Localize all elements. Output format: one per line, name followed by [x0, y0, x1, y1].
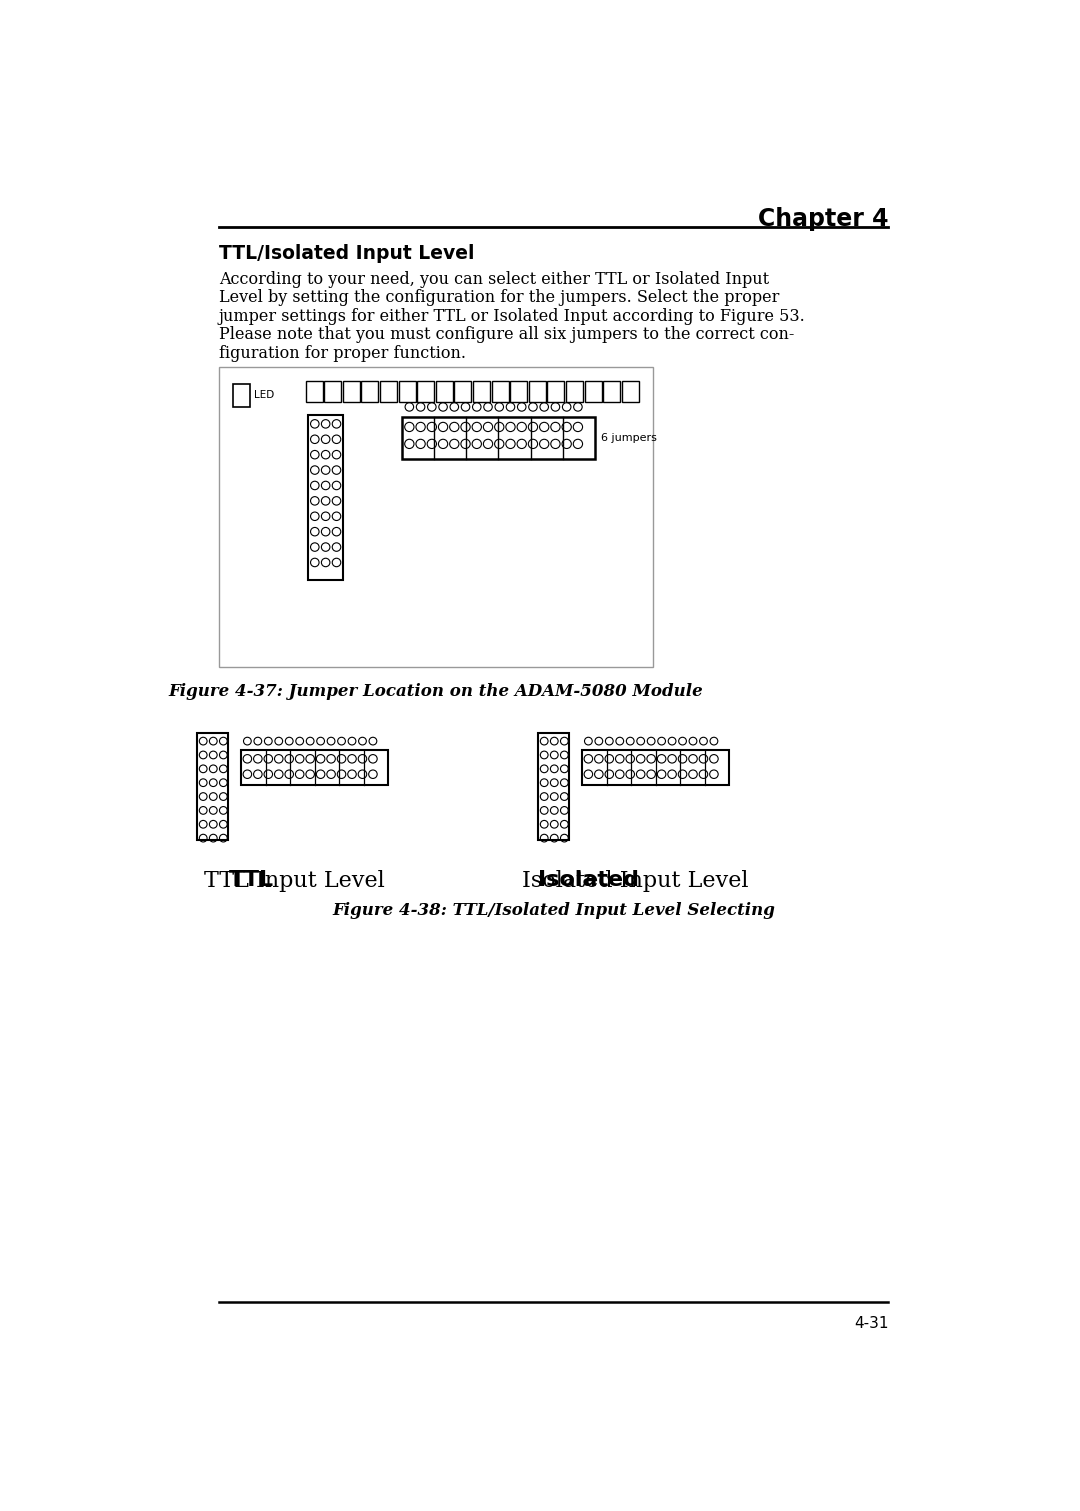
Bar: [510, 381, 527, 402]
Text: Isolated: Isolated: [538, 870, 639, 890]
Bar: [622, 381, 638, 402]
Text: Figure 4-38: TTL/Isolated Input Level Selecting: Figure 4-38: TTL/Isolated Input Level Se…: [332, 902, 775, 919]
Bar: [538, 733, 569, 840]
Text: According to your need, you can select either TTL or Isolated Input: According to your need, you can select e…: [218, 270, 769, 287]
Bar: [455, 381, 471, 402]
Bar: [399, 381, 416, 402]
Bar: [603, 381, 620, 402]
Text: LED: LED: [254, 390, 274, 400]
Bar: [473, 381, 490, 402]
Text: 6 jumpers: 6 jumpers: [600, 434, 657, 443]
Bar: [548, 381, 565, 402]
Bar: [529, 381, 545, 402]
Text: Please note that you must configure all six jumpers to the correct con-: Please note that you must configure all …: [218, 326, 794, 343]
Text: Chapter 4: Chapter 4: [758, 207, 889, 231]
Bar: [582, 749, 729, 786]
Bar: [362, 381, 378, 402]
Bar: [417, 381, 434, 402]
Bar: [308, 414, 343, 580]
Bar: [584, 381, 602, 402]
Text: TTL: TTL: [229, 870, 274, 890]
Bar: [435, 381, 453, 402]
Bar: [241, 749, 389, 786]
Bar: [403, 417, 595, 459]
Bar: [566, 381, 583, 402]
Text: TTL Input Level: TTL Input Level: [203, 870, 384, 891]
Bar: [197, 733, 228, 840]
Bar: [233, 384, 251, 406]
Bar: [324, 381, 341, 402]
Bar: [380, 381, 397, 402]
Bar: [218, 367, 652, 668]
Text: Level by setting the configuration for the jumpers. Select the proper: Level by setting the configuration for t…: [218, 289, 779, 307]
Bar: [306, 381, 323, 402]
Bar: [342, 381, 360, 402]
Text: figuration for proper function.: figuration for proper function.: [218, 345, 465, 361]
Bar: [491, 381, 509, 402]
Text: 4-31: 4-31: [854, 1316, 889, 1331]
Text: TTL/Isolated Input Level: TTL/Isolated Input Level: [218, 243, 474, 263]
Text: Isolated Input Level: Isolated Input Level: [522, 870, 748, 891]
Text: Figure 4-37: Jumper Location on the ADAM-5080 Module: Figure 4-37: Jumper Location on the ADAM…: [168, 683, 703, 700]
Text: jumper settings for either TTL or Isolated Input according to Figure 53.: jumper settings for either TTL or Isolat…: [218, 308, 806, 325]
